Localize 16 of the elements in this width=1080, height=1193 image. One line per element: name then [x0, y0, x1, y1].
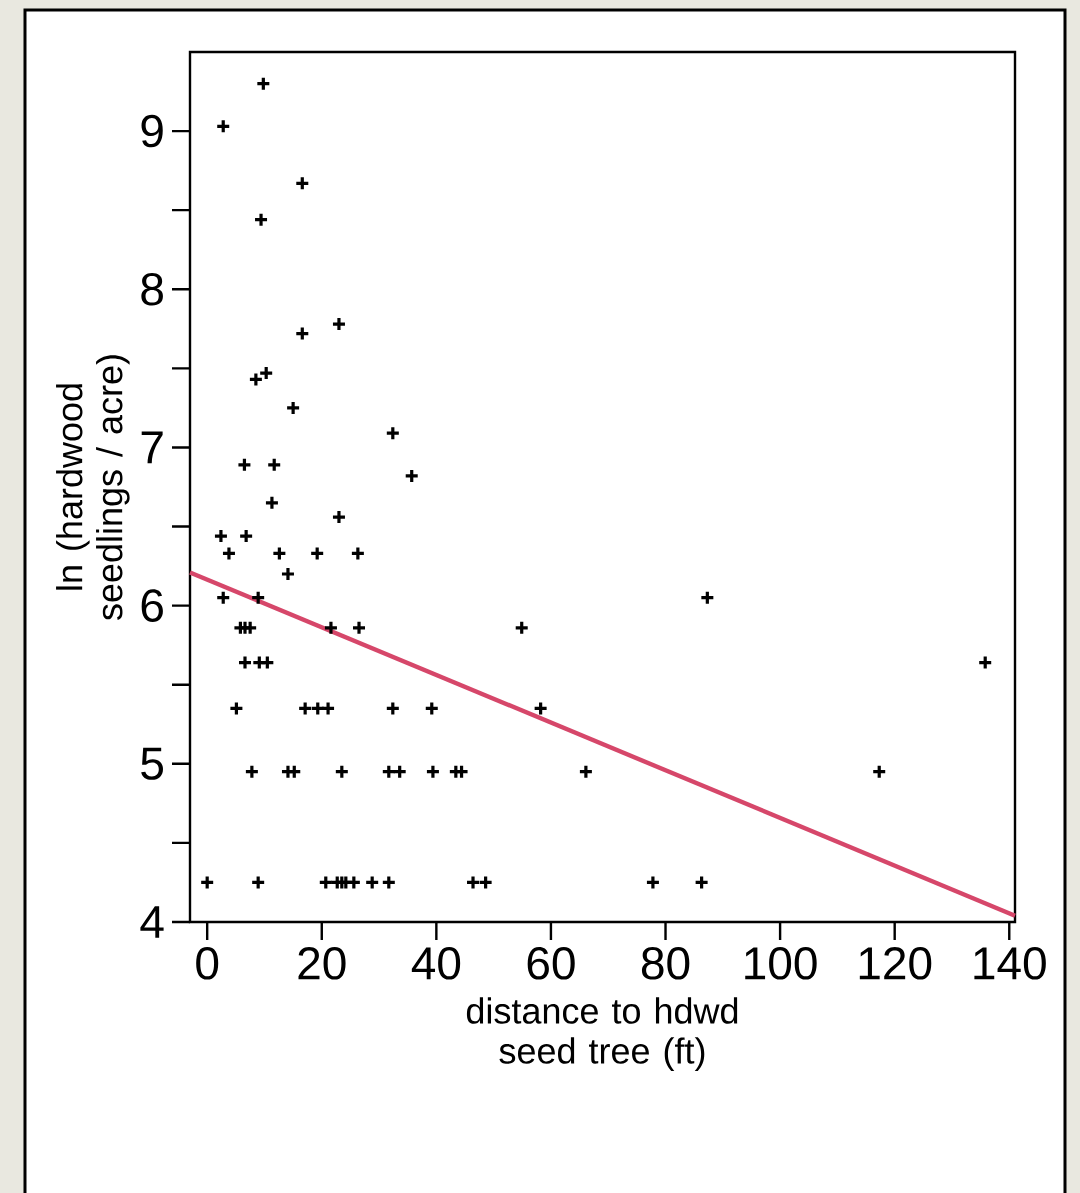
x-tick-label: 0 [196, 947, 219, 980]
x-tick-label: 40 [411, 947, 461, 980]
x-tick-label: 140 [974, 947, 1046, 980]
x-tick-label: 100 [745, 947, 817, 980]
x-tick-label: 80 [641, 947, 690, 980]
x-tick-label: 120 [859, 947, 932, 980]
y-tick-label: 5 [141, 747, 163, 780]
x-tick-label: 60 [527, 947, 575, 980]
x-tick-label: 20 [298, 947, 346, 980]
y-tick-label: 8 [141, 272, 163, 306]
x-axis-title: distance to hdwd seed tree (ft) [466, 997, 738, 1071]
y-tick-label: 7 [141, 431, 163, 464]
y-tick-label: 6 [141, 589, 163, 622]
y-tick-label: 9 [141, 114, 163, 148]
y-axis-title: ln (hardwood seedlings / acre) [56, 355, 130, 621]
y-tick-label: 4 [140, 906, 164, 938]
